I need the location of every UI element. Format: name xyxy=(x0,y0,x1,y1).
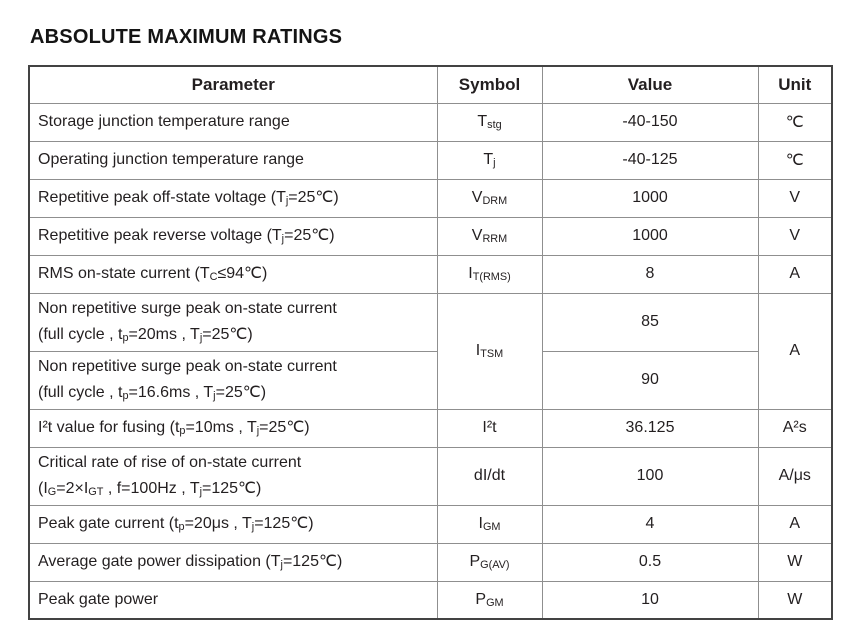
unit-cell: A xyxy=(757,292,833,410)
table-row: Operating junction temperature range Tj … xyxy=(28,140,833,180)
table-row: Average gate power dissipation (Tj=125℃)… xyxy=(28,542,833,582)
symbol-cell: ITSM xyxy=(436,292,543,410)
table-row: Peak gate current (tp=20μs , Tj=125℃) IG… xyxy=(28,504,833,544)
value-cell: 0.5 xyxy=(541,542,759,582)
table-row: RMS on-state current (TC≤94℃) IT(RMS) 8 … xyxy=(28,254,833,294)
value-cell: 100 xyxy=(541,446,759,506)
parameter-cell: Critical rate of rise of on-state curren… xyxy=(28,446,438,506)
header-value: Value xyxy=(541,65,759,104)
parameter-cell: Average gate power dissipation (Tj=125℃) xyxy=(28,542,438,582)
absolute-maximum-ratings-table: Parameter Symbol Value Unit Storage junc… xyxy=(28,65,833,620)
parameter-cell: RMS on-state current (TC≤94℃) xyxy=(28,254,438,294)
parameter-cell: I²t value for fusing (tp=10ms , Tj=25℃) xyxy=(28,408,438,448)
unit-cell: A/μs xyxy=(757,446,833,506)
unit-cell: V xyxy=(757,216,833,256)
value-cell: 1000 xyxy=(541,178,759,218)
symbol-cell: dI/dt xyxy=(436,446,543,506)
table-row: I²t value for fusing (tp=10ms , Tj=25℃) … xyxy=(28,408,833,448)
parameter-cell: Non repetitive surge peak on-state curre… xyxy=(28,292,438,352)
unit-cell: ℃ xyxy=(757,140,833,180)
value-cell: 10 xyxy=(541,580,759,620)
value-cell: 1000 xyxy=(541,216,759,256)
page-title: ABSOLUTE MAXIMUM RATINGS xyxy=(30,26,343,48)
value-cell: 85 xyxy=(541,292,759,352)
unit-cell: A xyxy=(757,504,833,544)
symbol-cell: PGM xyxy=(436,580,543,620)
table-row: Repetitive peak off-state voltage (Tj=25… xyxy=(28,178,833,218)
parameter-cell: Storage junction temperature range xyxy=(28,102,438,142)
unit-cell: V xyxy=(757,178,833,218)
value-cell: -40-150 xyxy=(541,102,759,142)
parameter-cell: Peak gate current (tp=20μs , Tj=125℃) xyxy=(28,504,438,544)
unit-cell: A xyxy=(757,254,833,294)
header-unit: Unit xyxy=(757,65,833,104)
symbol-cell: Tstg xyxy=(436,102,543,142)
parameter-cell: Peak gate power xyxy=(28,580,438,620)
header-symbol: Symbol xyxy=(436,65,543,104)
value-cell: 36.125 xyxy=(541,408,759,448)
symbol-cell: PG(AV) xyxy=(436,542,543,582)
table-row: Peak gate power PGM 10 W xyxy=(28,580,833,620)
value-cell: 4 xyxy=(541,504,759,544)
symbol-cell: IT(RMS) xyxy=(436,254,543,294)
parameter-cell: Repetitive peak reverse voltage (Tj=25℃) xyxy=(28,216,438,256)
table-row: Non repetitive surge peak on-state curre… xyxy=(28,350,832,410)
symbol-cell: VRRM xyxy=(436,216,543,256)
unit-cell: W xyxy=(757,580,833,620)
value-cell: 90 xyxy=(541,350,759,410)
symbol-cell: IGM xyxy=(436,504,543,544)
header-row: Parameter Symbol Value Unit xyxy=(28,65,833,104)
symbol-cell: VDRM xyxy=(436,178,543,218)
table-row: Repetitive peak reverse voltage (Tj=25℃)… xyxy=(28,216,833,256)
parameter-cell: Non repetitive surge peak on-state curre… xyxy=(28,350,438,410)
table-row: Critical rate of rise of on-state curren… xyxy=(28,446,833,506)
unit-cell: A²s xyxy=(757,408,833,448)
table-row: Storage junction temperature range Tstg … xyxy=(28,102,833,142)
parameter-cell: Operating junction temperature range xyxy=(28,140,438,180)
value-cell: -40-125 xyxy=(541,140,759,180)
value-cell: 8 xyxy=(541,254,759,294)
unit-cell: ℃ xyxy=(757,102,833,142)
parameter-cell: Repetitive peak off-state voltage (Tj=25… xyxy=(28,178,438,218)
symbol-cell: Tj xyxy=(436,140,543,180)
symbol-cell: I²t xyxy=(436,408,543,448)
header-parameter: Parameter xyxy=(28,65,438,104)
table-row: Non repetitive surge peak on-state curre… xyxy=(28,292,833,410)
unit-cell: W xyxy=(757,542,833,582)
